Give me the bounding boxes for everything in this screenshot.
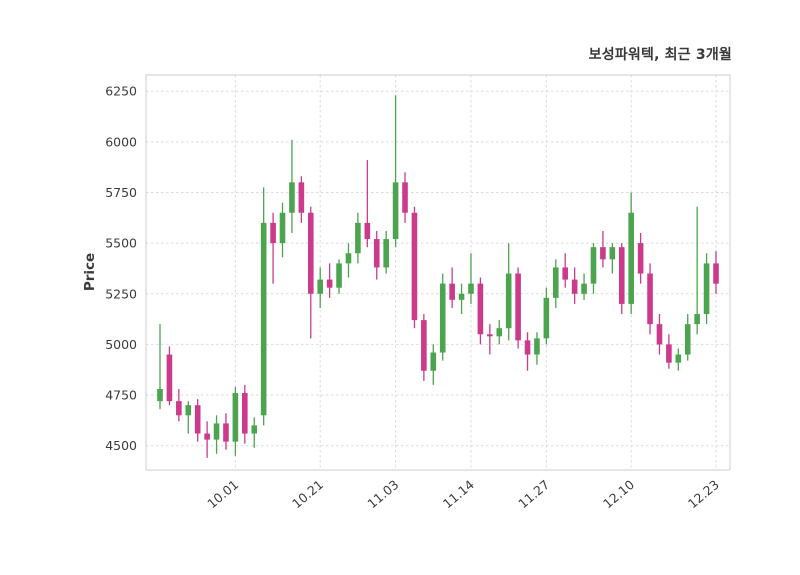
candle-body bbox=[600, 247, 606, 260]
candle-body bbox=[279, 212, 286, 244]
candle-body bbox=[176, 401, 182, 416]
candle-body bbox=[703, 263, 710, 315]
candle-body bbox=[421, 320, 427, 371]
candle-body bbox=[298, 182, 305, 213]
x-tick-label: 11.03 bbox=[364, 477, 401, 512]
candle-body bbox=[468, 283, 474, 294]
candle-body bbox=[223, 423, 229, 442]
candle-body bbox=[232, 393, 239, 442]
x-tick-label: 10.21 bbox=[289, 477, 326, 512]
candle-body bbox=[345, 253, 352, 264]
candle-body bbox=[581, 283, 587, 294]
candle-body bbox=[260, 222, 267, 416]
x-tick-label: 11.14 bbox=[440, 477, 477, 512]
candle-body bbox=[307, 212, 314, 294]
candle-body bbox=[666, 344, 672, 363]
candle-body bbox=[487, 334, 493, 337]
y-tick-label: 5750 bbox=[105, 185, 137, 200]
candle-body bbox=[552, 267, 559, 298]
candle-body bbox=[289, 182, 295, 213]
candle-body bbox=[317, 279, 324, 294]
x-tick-label: 12.10 bbox=[600, 477, 637, 512]
y-tick-label: 5500 bbox=[105, 236, 137, 251]
x-tick-label: 12.23 bbox=[685, 477, 722, 512]
candle-body bbox=[213, 423, 220, 440]
y-tick-label: 6000 bbox=[105, 134, 137, 149]
candle-body bbox=[439, 283, 446, 353]
y-tick-label: 5000 bbox=[105, 337, 137, 352]
candle-body bbox=[496, 328, 503, 337]
candle-body bbox=[562, 267, 569, 280]
candle-body bbox=[373, 239, 380, 268]
candle-body bbox=[675, 354, 682, 363]
candle-body bbox=[157, 388, 163, 402]
candle-body bbox=[543, 297, 550, 339]
candle-body bbox=[713, 263, 719, 284]
candle-body bbox=[411, 212, 418, 321]
candle-body bbox=[355, 222, 361, 254]
candle-body bbox=[383, 239, 389, 268]
candle-body bbox=[505, 273, 512, 329]
candle-body bbox=[449, 283, 455, 300]
candle-body bbox=[326, 279, 333, 288]
candle-body bbox=[402, 182, 408, 213]
candle-body bbox=[166, 354, 173, 402]
candle-body bbox=[590, 247, 597, 284]
candle-body bbox=[204, 433, 210, 440]
candle-body bbox=[609, 247, 616, 260]
candle-body bbox=[694, 314, 700, 325]
candle-body bbox=[524, 340, 531, 355]
x-tick-label: 10.01 bbox=[204, 477, 241, 512]
candle-body bbox=[194, 405, 201, 434]
y-tick-label: 5250 bbox=[105, 286, 137, 301]
candle-body bbox=[628, 212, 634, 304]
candle-body bbox=[647, 273, 653, 325]
candle-body bbox=[392, 182, 399, 240]
y-tick-label: 4500 bbox=[105, 438, 137, 453]
candle-body bbox=[684, 324, 691, 355]
candle-body bbox=[185, 405, 192, 416]
candle-body bbox=[364, 222, 371, 240]
candle-body bbox=[458, 293, 465, 300]
x-tick-label: 11.27 bbox=[515, 477, 552, 512]
candle-body bbox=[618, 247, 625, 304]
y-tick-label: 6250 bbox=[105, 84, 137, 99]
y-axis-title: Price bbox=[82, 252, 98, 292]
plot-border bbox=[145, 74, 731, 471]
candle-body bbox=[515, 273, 521, 341]
y-tick-label: 4750 bbox=[105, 388, 137, 403]
candle-body bbox=[534, 338, 540, 355]
candle-body bbox=[656, 324, 663, 345]
chart-title: 보성파워텍, 최근 3개월 bbox=[588, 47, 732, 63]
candle-body bbox=[336, 263, 342, 288]
candle-body bbox=[242, 393, 248, 434]
candle-body bbox=[477, 283, 484, 335]
candle-body bbox=[637, 243, 644, 274]
candle-body bbox=[571, 279, 578, 294]
candle-body bbox=[270, 222, 276, 244]
candle-body bbox=[251, 425, 258, 434]
candle-body bbox=[430, 352, 437, 371]
